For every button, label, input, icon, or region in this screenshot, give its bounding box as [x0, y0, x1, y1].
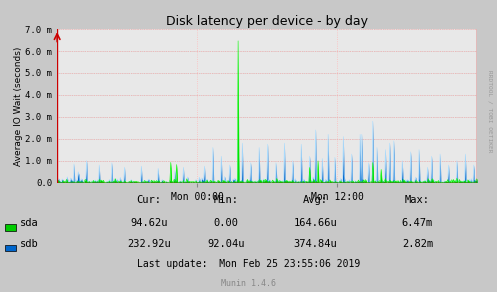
Text: sdb: sdb [20, 239, 39, 249]
Text: RRDTOOL / TOBI OETIKER: RRDTOOL / TOBI OETIKER [487, 70, 492, 152]
Text: Last update:  Mon Feb 25 23:55:06 2019: Last update: Mon Feb 25 23:55:06 2019 [137, 259, 360, 269]
Title: Disk latency per device - by day: Disk latency per device - by day [166, 15, 368, 28]
Text: Max:: Max: [405, 195, 430, 205]
Text: 164.66u: 164.66u [294, 218, 337, 228]
Text: 374.84u: 374.84u [294, 239, 337, 249]
Text: 0.00: 0.00 [214, 218, 239, 228]
Text: 6.47m: 6.47m [402, 218, 433, 228]
Text: Cur:: Cur: [137, 195, 162, 205]
Text: sda: sda [20, 218, 39, 228]
Text: 92.04u: 92.04u [207, 239, 245, 249]
Text: 94.62u: 94.62u [130, 218, 168, 228]
Y-axis label: Average IO Wait (seconds): Average IO Wait (seconds) [13, 46, 23, 166]
Text: 2.82m: 2.82m [402, 239, 433, 249]
Text: 232.92u: 232.92u [127, 239, 171, 249]
Text: Min:: Min: [214, 195, 239, 205]
Text: Avg:: Avg: [303, 195, 328, 205]
Text: Munin 1.4.6: Munin 1.4.6 [221, 279, 276, 288]
